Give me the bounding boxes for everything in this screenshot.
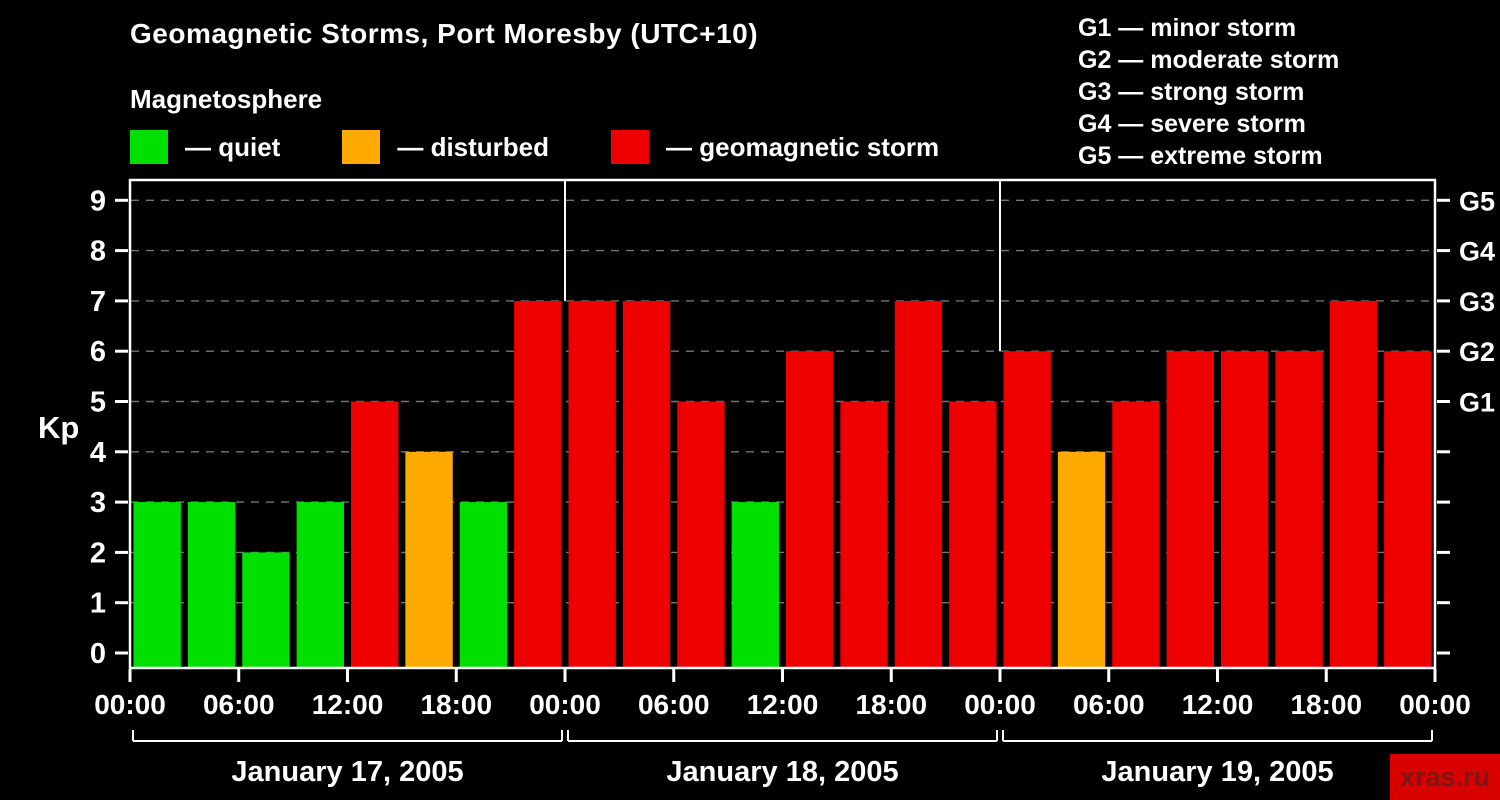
- legend-item-quiet: — quiet: [130, 130, 280, 164]
- g-scale-legend: G1 — minor storm G2 — moderate storm G3 — …: [1078, 12, 1339, 172]
- kp-bar-storm: [622, 300, 671, 667]
- kp-bar-storm: [840, 401, 888, 667]
- kp-bar-storm: [568, 300, 616, 667]
- g-axis-label-g1: G1: [1459, 388, 1495, 418]
- g-scale-line-g5: G5 — extreme storm: [1078, 142, 1323, 170]
- y-tick-label: 2: [90, 537, 106, 569]
- kp-bar-quiet: [242, 552, 290, 667]
- kp-bar-storm: [1112, 401, 1160, 667]
- g-axis-label-g4: G4: [1459, 237, 1495, 267]
- kp-bar-quiet: [133, 502, 181, 667]
- kp-bar-storm: [351, 401, 399, 667]
- x-tick-label: 06:00: [1073, 689, 1145, 720]
- kp-bar-storm: [949, 401, 997, 667]
- x-tick-label: 06:00: [638, 689, 710, 720]
- state-legend: — quiet — disturbed — geomagnetic storm: [130, 130, 1001, 164]
- y-tick-label: 4: [90, 437, 106, 469]
- kp-bar-storm: [894, 300, 943, 667]
- y-tick-label: 9: [90, 185, 106, 217]
- legend-swatch-quiet: [130, 130, 168, 164]
- kp-bar-storm: [677, 401, 725, 667]
- g-scale-line-g1: G1 — minor storm: [1078, 14, 1297, 42]
- x-tick-label: 12:00: [312, 689, 384, 720]
- x-tick-label: 18:00: [420, 689, 492, 720]
- chart-title: Geomagnetic Storms, Port Moresby (UTC+10…: [130, 18, 759, 49]
- kp-bar-quiet: [296, 502, 344, 667]
- kp-bar-storm: [514, 300, 562, 667]
- kp-bar-storm: [1275, 351, 1323, 667]
- x-tick-label: 06:00: [203, 689, 275, 720]
- x-tick-label: 00:00: [1399, 689, 1471, 720]
- xras-watermark: xras.ru: [1390, 754, 1500, 800]
- y-tick-label: 0: [90, 638, 106, 670]
- y-tick-label: 8: [90, 236, 106, 268]
- y-axis-title: Kp: [38, 410, 80, 445]
- x-tick-label: 00:00: [964, 689, 1036, 720]
- legend-swatch-disturbed: [342, 130, 381, 164]
- kp-bar-disturbed: [1057, 451, 1106, 667]
- kp-bar-storm: [786, 351, 834, 667]
- g-axis-label-g5: G5: [1459, 186, 1495, 216]
- kp-bar-disturbed: [405, 451, 453, 667]
- legend-label-disturbed: — disturbed: [397, 131, 550, 162]
- y-tick-label: 7: [90, 286, 106, 318]
- g-scale-line-g2: G2 — moderate storm: [1078, 46, 1340, 74]
- kp-bar-storm: [1221, 351, 1269, 667]
- day-date-label: January 17, 2005: [231, 756, 463, 788]
- day-date-label: January 19, 2005: [1101, 756, 1333, 788]
- g-scale-line-g4: G4 — severe storm: [1078, 110, 1306, 138]
- legend-swatch-storm: [611, 130, 650, 164]
- x-tick-label: 18:00: [855, 689, 927, 720]
- kp-bar-quiet: [459, 502, 508, 667]
- y-tick-label: 5: [90, 387, 106, 419]
- y-tick-label: 3: [90, 487, 106, 519]
- x-tick-label: 12:00: [1182, 689, 1254, 720]
- kp-bar-storm: [1384, 351, 1432, 667]
- plot-border: [128, 178, 1437, 670]
- legend-label-storm: — geomagnetic storm: [666, 131, 940, 162]
- g-axis-label-g2: G2: [1459, 337, 1495, 367]
- magnetosphere-label: Magnetosphere: [130, 84, 323, 114]
- x-tick-label: 18:00: [1290, 689, 1362, 720]
- x-tick-label: 00:00: [94, 689, 166, 720]
- legend-label-quiet: — quiet: [185, 131, 281, 162]
- day-date-label: January 18, 2005: [666, 756, 898, 788]
- kp-bar-storm: [1166, 351, 1214, 667]
- x-tick-label: 00:00: [529, 689, 601, 720]
- kp-bar-quiet: [731, 502, 779, 667]
- kp-bar-storm: [1003, 351, 1051, 667]
- g-axis-label-g3: G3: [1459, 287, 1495, 317]
- g-scale-line-g3: G3 — strong storm: [1078, 78, 1305, 106]
- legend-item-disturbed: — disturbed: [342, 130, 549, 164]
- legend-item-storm: — geomagnetic storm: [611, 130, 939, 164]
- kp-bar-quiet: [187, 502, 236, 667]
- kp-bar-storm: [1329, 300, 1378, 667]
- x-tick-label: 12:00: [747, 689, 819, 720]
- y-tick-label: 1: [90, 588, 106, 620]
- y-tick-label: 6: [90, 336, 106, 368]
